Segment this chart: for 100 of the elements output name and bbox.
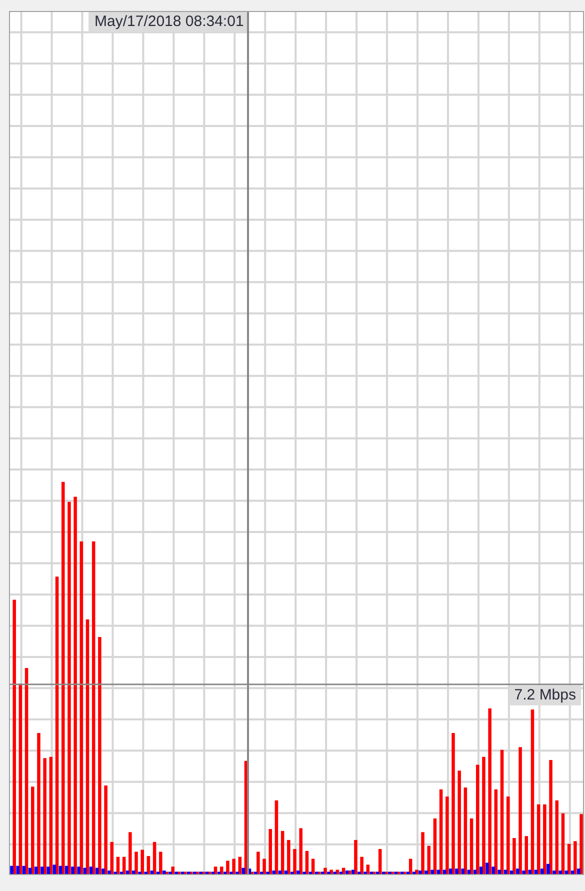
bar [37,733,40,874]
bar [55,576,59,874]
bar [464,787,468,874]
bar [458,770,461,874]
bar [150,870,154,874]
bar [140,850,144,874]
bar [455,868,458,874]
bar [574,841,577,874]
bar [452,733,455,874]
bar [564,870,568,874]
bar [378,848,382,874]
bar [360,856,364,874]
bar [430,870,434,874]
bar [71,866,74,874]
bar [171,866,174,874]
bar [16,866,20,874]
bar [22,866,26,874]
bar [102,868,105,874]
bar [89,866,93,874]
bar [92,541,96,874]
bar [74,496,77,874]
bar [268,829,272,874]
bar [152,842,156,874]
ref-line-label: 7.2 Mbps [514,686,576,704]
bar [492,866,495,874]
bar [126,870,130,874]
bar [427,846,430,874]
text: May/17/2018 08:34:01 [94,13,244,30]
bar [567,844,571,874]
bar [98,637,102,874]
bar [470,818,474,874]
bar [461,868,464,874]
bar [58,866,62,874]
bar [500,750,504,874]
bar [43,758,46,874]
bar [12,600,16,874]
bar [162,870,166,874]
bar [256,852,260,874]
bar [415,870,418,874]
bar [274,800,278,874]
bar [516,868,520,874]
bar [296,870,300,874]
bar [479,866,483,874]
bar [80,541,84,874]
bar [552,870,556,874]
bar [543,804,546,874]
bar [278,870,282,874]
bar [546,864,550,874]
bar [262,858,266,874]
bar [46,866,50,874]
bar [128,832,132,874]
bar [52,864,56,874]
bar [280,830,284,874]
bar [476,764,480,874]
bar [110,842,114,874]
bar [512,838,516,874]
bar [287,840,290,874]
bar [561,813,565,874]
bar [510,870,514,874]
bar [64,866,68,874]
bar [226,860,230,874]
bar [284,870,288,874]
bar [86,619,90,874]
bar [232,858,236,874]
bar [77,866,80,874]
bar [24,668,28,874]
bar [18,684,22,874]
bar [108,870,111,874]
bar [134,852,138,874]
bar [518,747,522,874]
bar [506,796,510,874]
bar [132,870,136,874]
bar [299,828,302,874]
bar [146,856,150,874]
bar [34,866,38,874]
bar [446,796,449,874]
bar [354,840,358,874]
bar [570,870,574,874]
bar [486,862,489,874]
bar [293,848,296,874]
bar [345,870,349,874]
bar [482,756,486,874]
bar [49,756,53,874]
bar [68,502,71,874]
bar [31,786,34,874]
bar [536,804,540,874]
bar [558,870,562,874]
bar [421,832,424,874]
bar [549,760,552,874]
bar [555,800,558,874]
bar [324,868,327,874]
bar [530,710,534,874]
bar [40,866,44,874]
bar [449,868,452,874]
bar [577,868,580,874]
bar [104,786,108,874]
bar [540,868,544,874]
bar [159,852,162,874]
bar [424,870,428,874]
bar [580,814,583,874]
